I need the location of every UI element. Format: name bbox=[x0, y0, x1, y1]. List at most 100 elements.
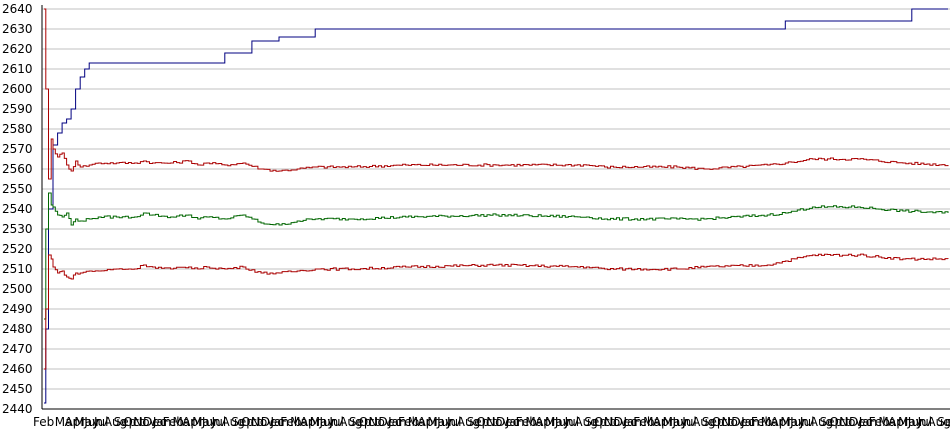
y-tick-label: 2550 bbox=[2, 182, 33, 196]
x-tick-label: Aug bbox=[104, 415, 127, 429]
x-tick-label: Mar bbox=[643, 415, 666, 429]
y-tick-label: 2590 bbox=[2, 102, 33, 116]
x-tick-label: Mar bbox=[172, 415, 195, 429]
x-tick-label: Apr bbox=[418, 415, 439, 429]
x-tick-label: Sep bbox=[702, 415, 725, 429]
y-tick-label: 2580 bbox=[2, 122, 33, 136]
x-tick-label: Feb bbox=[751, 415, 772, 429]
y-axis: 2440 2450 2460 2470 2480 2490 2500 2510 2520 2530… bbox=[2, 2, 43, 416]
y-tick-label: 2450 bbox=[2, 382, 33, 396]
x-tick-label: Aug bbox=[221, 415, 244, 429]
x-tick-label: Sep bbox=[231, 415, 254, 429]
x-tick-label: Nov bbox=[251, 415, 274, 429]
x-tick-label: Jan bbox=[858, 415, 878, 429]
x-tick-label: Feb bbox=[633, 415, 654, 429]
x-tick-label: Sep bbox=[937, 415, 950, 429]
x-tick-label: Nov bbox=[839, 415, 862, 429]
y-tick-label: 2600 bbox=[2, 82, 33, 96]
x-axis: Feb MarAprMayJunJulAugSepOctNovDecJanFebM… bbox=[33, 408, 950, 429]
y-tick-label: 2440 bbox=[2, 402, 33, 416]
series-line-2 bbox=[44, 8, 949, 180]
x-tick-label: Jun bbox=[789, 415, 809, 429]
x-tick-label: Dec bbox=[731, 415, 754, 429]
x-tick-label: Feb bbox=[33, 415, 54, 429]
x-tick-label: Nov bbox=[604, 415, 627, 429]
x-tick-label: Mar bbox=[408, 415, 431, 429]
x-tick-label: Jun bbox=[83, 415, 103, 429]
x-tick-label: Sep bbox=[820, 415, 843, 429]
x-tick-label: Sep bbox=[349, 415, 372, 429]
x-tick-label: Aug bbox=[927, 415, 950, 429]
x-tick-label: Jun bbox=[319, 415, 339, 429]
x-tick-label: Oct bbox=[359, 415, 380, 429]
series-line-1 bbox=[44, 8, 948, 404]
x-tick-label: Jun bbox=[907, 415, 927, 429]
y-tick-label: 2500 bbox=[2, 282, 33, 296]
x-tick-label: Sep bbox=[467, 415, 490, 429]
x-tick-label: Jan bbox=[152, 415, 172, 429]
x-tick-label: Oct bbox=[123, 415, 144, 429]
x-tick-label: Nov bbox=[369, 415, 392, 429]
x-tick-label: Jul bbox=[564, 415, 579, 429]
x-tick-label: Feb bbox=[869, 415, 890, 429]
x-tick-label: Jun bbox=[436, 415, 456, 429]
x-tick-label: Apr bbox=[771, 415, 792, 429]
x-tick-label: Aug bbox=[457, 415, 480, 429]
x-tick-label: Jan bbox=[740, 415, 760, 429]
y-tick-label: 2530 bbox=[2, 222, 33, 236]
grid-lines bbox=[42, 8, 950, 410]
y-tick-label: 2560 bbox=[2, 162, 33, 176]
y-tick-label: 2520 bbox=[2, 242, 33, 256]
x-tick-label: Oct bbox=[476, 415, 497, 429]
x-tick-label: Nov bbox=[133, 415, 156, 429]
x-tick-label: Jul bbox=[446, 415, 461, 429]
x-tick-label: Mar bbox=[525, 415, 548, 429]
y-tick-label: 2640 bbox=[2, 2, 33, 16]
y-tick-label: 2540 bbox=[2, 202, 33, 216]
series-line-4 bbox=[44, 253, 949, 370]
x-tick-label: Apr bbox=[300, 415, 321, 429]
x-tick-label: Jul bbox=[917, 415, 932, 429]
x-tick-label: Jun bbox=[554, 415, 574, 429]
series-line-3 bbox=[44, 192, 949, 320]
x-tick-label: Sep bbox=[584, 415, 607, 429]
x-tick-label: May bbox=[310, 415, 335, 429]
x-tick-label: Apr bbox=[888, 415, 909, 429]
x-tick-label: May bbox=[74, 415, 99, 429]
x-tick-label: Apr bbox=[65, 415, 86, 429]
x-tick-label: May bbox=[898, 415, 923, 429]
x-tick-label: Aug bbox=[810, 415, 833, 429]
x-tick-label: Mar bbox=[878, 415, 901, 429]
x-tick-label: Feb bbox=[516, 415, 537, 429]
x-tick-label: Apr bbox=[535, 415, 556, 429]
x-tick-label: Feb bbox=[280, 415, 301, 429]
x-tick-label: May bbox=[192, 415, 217, 429]
y-tick-label: 2620 bbox=[2, 42, 33, 56]
x-tick-label: Jan bbox=[622, 415, 642, 429]
x-tick-label: Jan bbox=[505, 415, 524, 429]
x-tick-label: Feb bbox=[163, 415, 184, 429]
x-tick-label: Dec bbox=[849, 415, 872, 429]
x-tick-label: May bbox=[780, 415, 805, 429]
x-tick-label: Sep bbox=[114, 415, 137, 429]
x-tick-label: Jul bbox=[328, 415, 343, 429]
y-tick-label: 2480 bbox=[2, 322, 33, 336]
x-tick-label: May bbox=[545, 415, 570, 429]
x-tick-label: Jun bbox=[201, 415, 221, 429]
x-tick-label: Jun bbox=[671, 415, 691, 429]
x-tick-label: Aug bbox=[574, 415, 597, 429]
x-tick-label: Jan bbox=[270, 415, 290, 429]
x-tick-label: Nov bbox=[486, 415, 509, 429]
x-tick-label: Oct bbox=[829, 415, 850, 429]
x-tick-label: Apr bbox=[653, 415, 674, 429]
y-tick-label: 2570 bbox=[2, 142, 33, 156]
x-tick-label: Mar bbox=[761, 415, 784, 429]
x-tick-label: Jul bbox=[211, 415, 226, 429]
y-tick-label: 2510 bbox=[2, 262, 33, 276]
y-tick-label: 2470 bbox=[2, 342, 33, 356]
x-tick-label: Oct bbox=[241, 415, 262, 429]
series-lines bbox=[44, 8, 949, 404]
x-tick-label: Oct bbox=[594, 415, 615, 429]
x-tick-label: Dec bbox=[496, 415, 519, 429]
